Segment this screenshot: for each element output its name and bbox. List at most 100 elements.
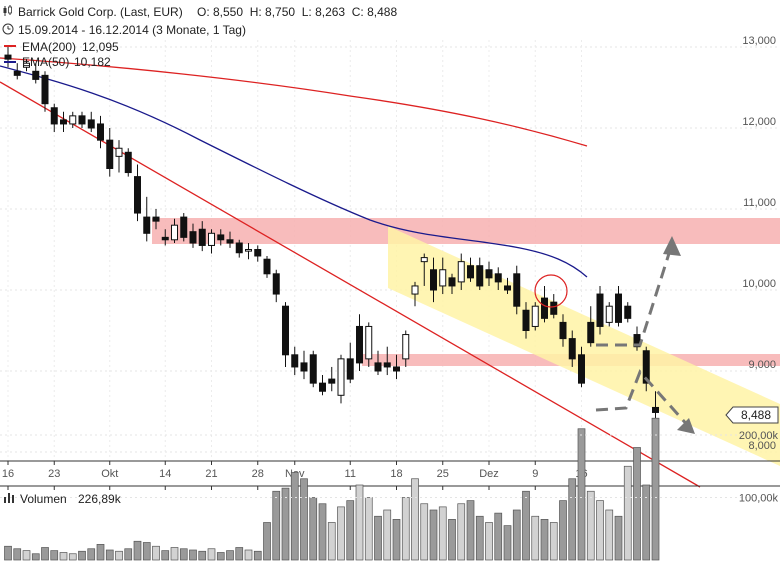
candle-body bbox=[78, 115, 86, 125]
volume-bar bbox=[494, 512, 503, 561]
candle bbox=[522, 302, 530, 339]
candle-body bbox=[374, 362, 382, 372]
candle bbox=[106, 128, 114, 177]
volume-bar bbox=[633, 447, 641, 561]
candle-body bbox=[420, 257, 428, 263]
volume-bar bbox=[485, 522, 493, 561]
candle bbox=[69, 111, 77, 128]
last-price-label: 8,488 bbox=[741, 408, 771, 422]
candle bbox=[531, 302, 539, 331]
volume-bar bbox=[50, 550, 59, 561]
candle-body bbox=[319, 382, 326, 392]
period-label: 15.09.2014 - 16.12.2014 (3 Monate, 1 Tag… bbox=[18, 23, 246, 37]
x-tick-label: 11 bbox=[345, 468, 356, 480]
candle-body bbox=[115, 147, 123, 157]
ema-layer bbox=[0, 57, 588, 278]
candle bbox=[217, 229, 225, 246]
candle-body bbox=[69, 115, 77, 125]
descending-channel bbox=[388, 226, 780, 466]
candle-body bbox=[430, 269, 437, 291]
volume-bar bbox=[78, 550, 86, 561]
candle bbox=[263, 255, 271, 278]
chart-header: Barrick Gold Corp. (Last, EUR) O: 8,550 … bbox=[2, 5, 397, 69]
volume-bar bbox=[364, 497, 373, 561]
volume-bar bbox=[189, 549, 197, 561]
candle bbox=[513, 265, 521, 315]
candle-body bbox=[365, 325, 373, 360]
candle bbox=[476, 257, 484, 290]
volume-bar bbox=[401, 497, 410, 561]
volume-label: Volumen bbox=[20, 492, 67, 506]
volume-bar bbox=[263, 522, 271, 561]
volume-bar bbox=[420, 503, 429, 561]
volume-bar bbox=[346, 500, 355, 561]
chart-type-icon bbox=[3, 5, 12, 16]
volume-bar bbox=[623, 465, 632, 561]
candle-body bbox=[494, 273, 502, 283]
candle-body bbox=[346, 358, 354, 380]
volume-bar bbox=[68, 553, 77, 561]
volume-bar bbox=[374, 515, 382, 561]
volume-bar bbox=[318, 503, 327, 561]
volume-header: Volumen 226,89k bbox=[4, 492, 122, 506]
candle bbox=[337, 354, 345, 404]
candle bbox=[559, 314, 567, 347]
candle bbox=[568, 330, 576, 367]
candle-body bbox=[531, 305, 539, 327]
volume-bar bbox=[438, 506, 447, 561]
volume-bar bbox=[105, 549, 114, 561]
candle bbox=[356, 314, 363, 371]
candle-body bbox=[106, 139, 114, 169]
x-tick-label: 16 bbox=[2, 468, 14, 480]
volume-bar bbox=[161, 550, 170, 561]
candle-body bbox=[180, 216, 188, 238]
volume-bar bbox=[531, 515, 540, 561]
volume-bar bbox=[198, 550, 207, 561]
volume-bar bbox=[133, 540, 142, 561]
candles-layer bbox=[4, 47, 659, 431]
candle bbox=[411, 281, 419, 307]
candle bbox=[134, 164, 141, 222]
volume-bar bbox=[475, 515, 484, 561]
volume-bar bbox=[290, 472, 299, 561]
volume-bar bbox=[512, 509, 521, 561]
volume-bar bbox=[152, 545, 160, 561]
candle-body bbox=[4, 54, 12, 60]
candle bbox=[485, 261, 493, 286]
candle bbox=[541, 285, 548, 323]
volume-bar bbox=[216, 552, 225, 561]
axis-layer: 14,00013,00012,00011,00010,0009,0008,000… bbox=[0, 35, 780, 480]
candle-body bbox=[50, 107, 58, 125]
candle-body bbox=[476, 265, 484, 287]
candle bbox=[642, 346, 650, 392]
candle bbox=[161, 229, 169, 246]
volume-bar bbox=[429, 509, 438, 561]
y-tick-label: 8,000 bbox=[748, 440, 776, 452]
candle bbox=[189, 223, 197, 248]
candle bbox=[420, 253, 428, 286]
candle bbox=[208, 229, 215, 254]
candle bbox=[504, 277, 511, 295]
volume-bar bbox=[596, 500, 604, 561]
candle bbox=[226, 231, 234, 248]
y-tick-label: 13,000 bbox=[742, 35, 776, 47]
candle-body bbox=[337, 358, 345, 396]
volume-bar bbox=[281, 487, 290, 561]
candle bbox=[282, 302, 289, 367]
volume-bar bbox=[605, 509, 614, 561]
volume-bar bbox=[253, 550, 262, 561]
candle bbox=[374, 350, 382, 376]
candle bbox=[596, 285, 604, 335]
candle-body bbox=[300, 362, 308, 372]
volume-bar bbox=[457, 503, 466, 561]
candle-body bbox=[605, 305, 613, 323]
volume-bar bbox=[549, 522, 558, 561]
candle-body bbox=[448, 277, 456, 287]
volume-bar bbox=[586, 490, 595, 561]
grid-layer bbox=[0, 40, 780, 461]
projection-up-arrow bbox=[596, 243, 674, 347]
candle-body bbox=[457, 261, 465, 283]
volume-bar bbox=[614, 515, 623, 561]
volume-bar bbox=[577, 428, 586, 561]
